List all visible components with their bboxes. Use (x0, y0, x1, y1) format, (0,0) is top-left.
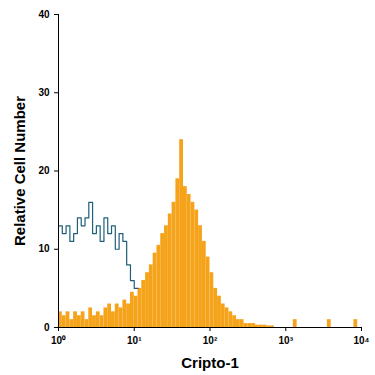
svg-text:10⁰: 10⁰ (51, 335, 66, 346)
svg-text:10²: 10² (203, 335, 218, 346)
svg-text:Relative Cell Number: Relative Cell Number (11, 96, 28, 246)
svg-text:20: 20 (38, 165, 50, 176)
svg-text:10¹: 10¹ (127, 335, 142, 346)
svg-text:Cripto-1: Cripto-1 (181, 354, 239, 371)
svg-text:40: 40 (38, 9, 50, 20)
svg-text:30: 30 (38, 87, 50, 98)
svg-text:10⁴: 10⁴ (353, 335, 369, 346)
svg-text:0: 0 (44, 322, 50, 333)
svg-text:10³: 10³ (279, 335, 294, 346)
svg-text:10: 10 (38, 243, 50, 254)
